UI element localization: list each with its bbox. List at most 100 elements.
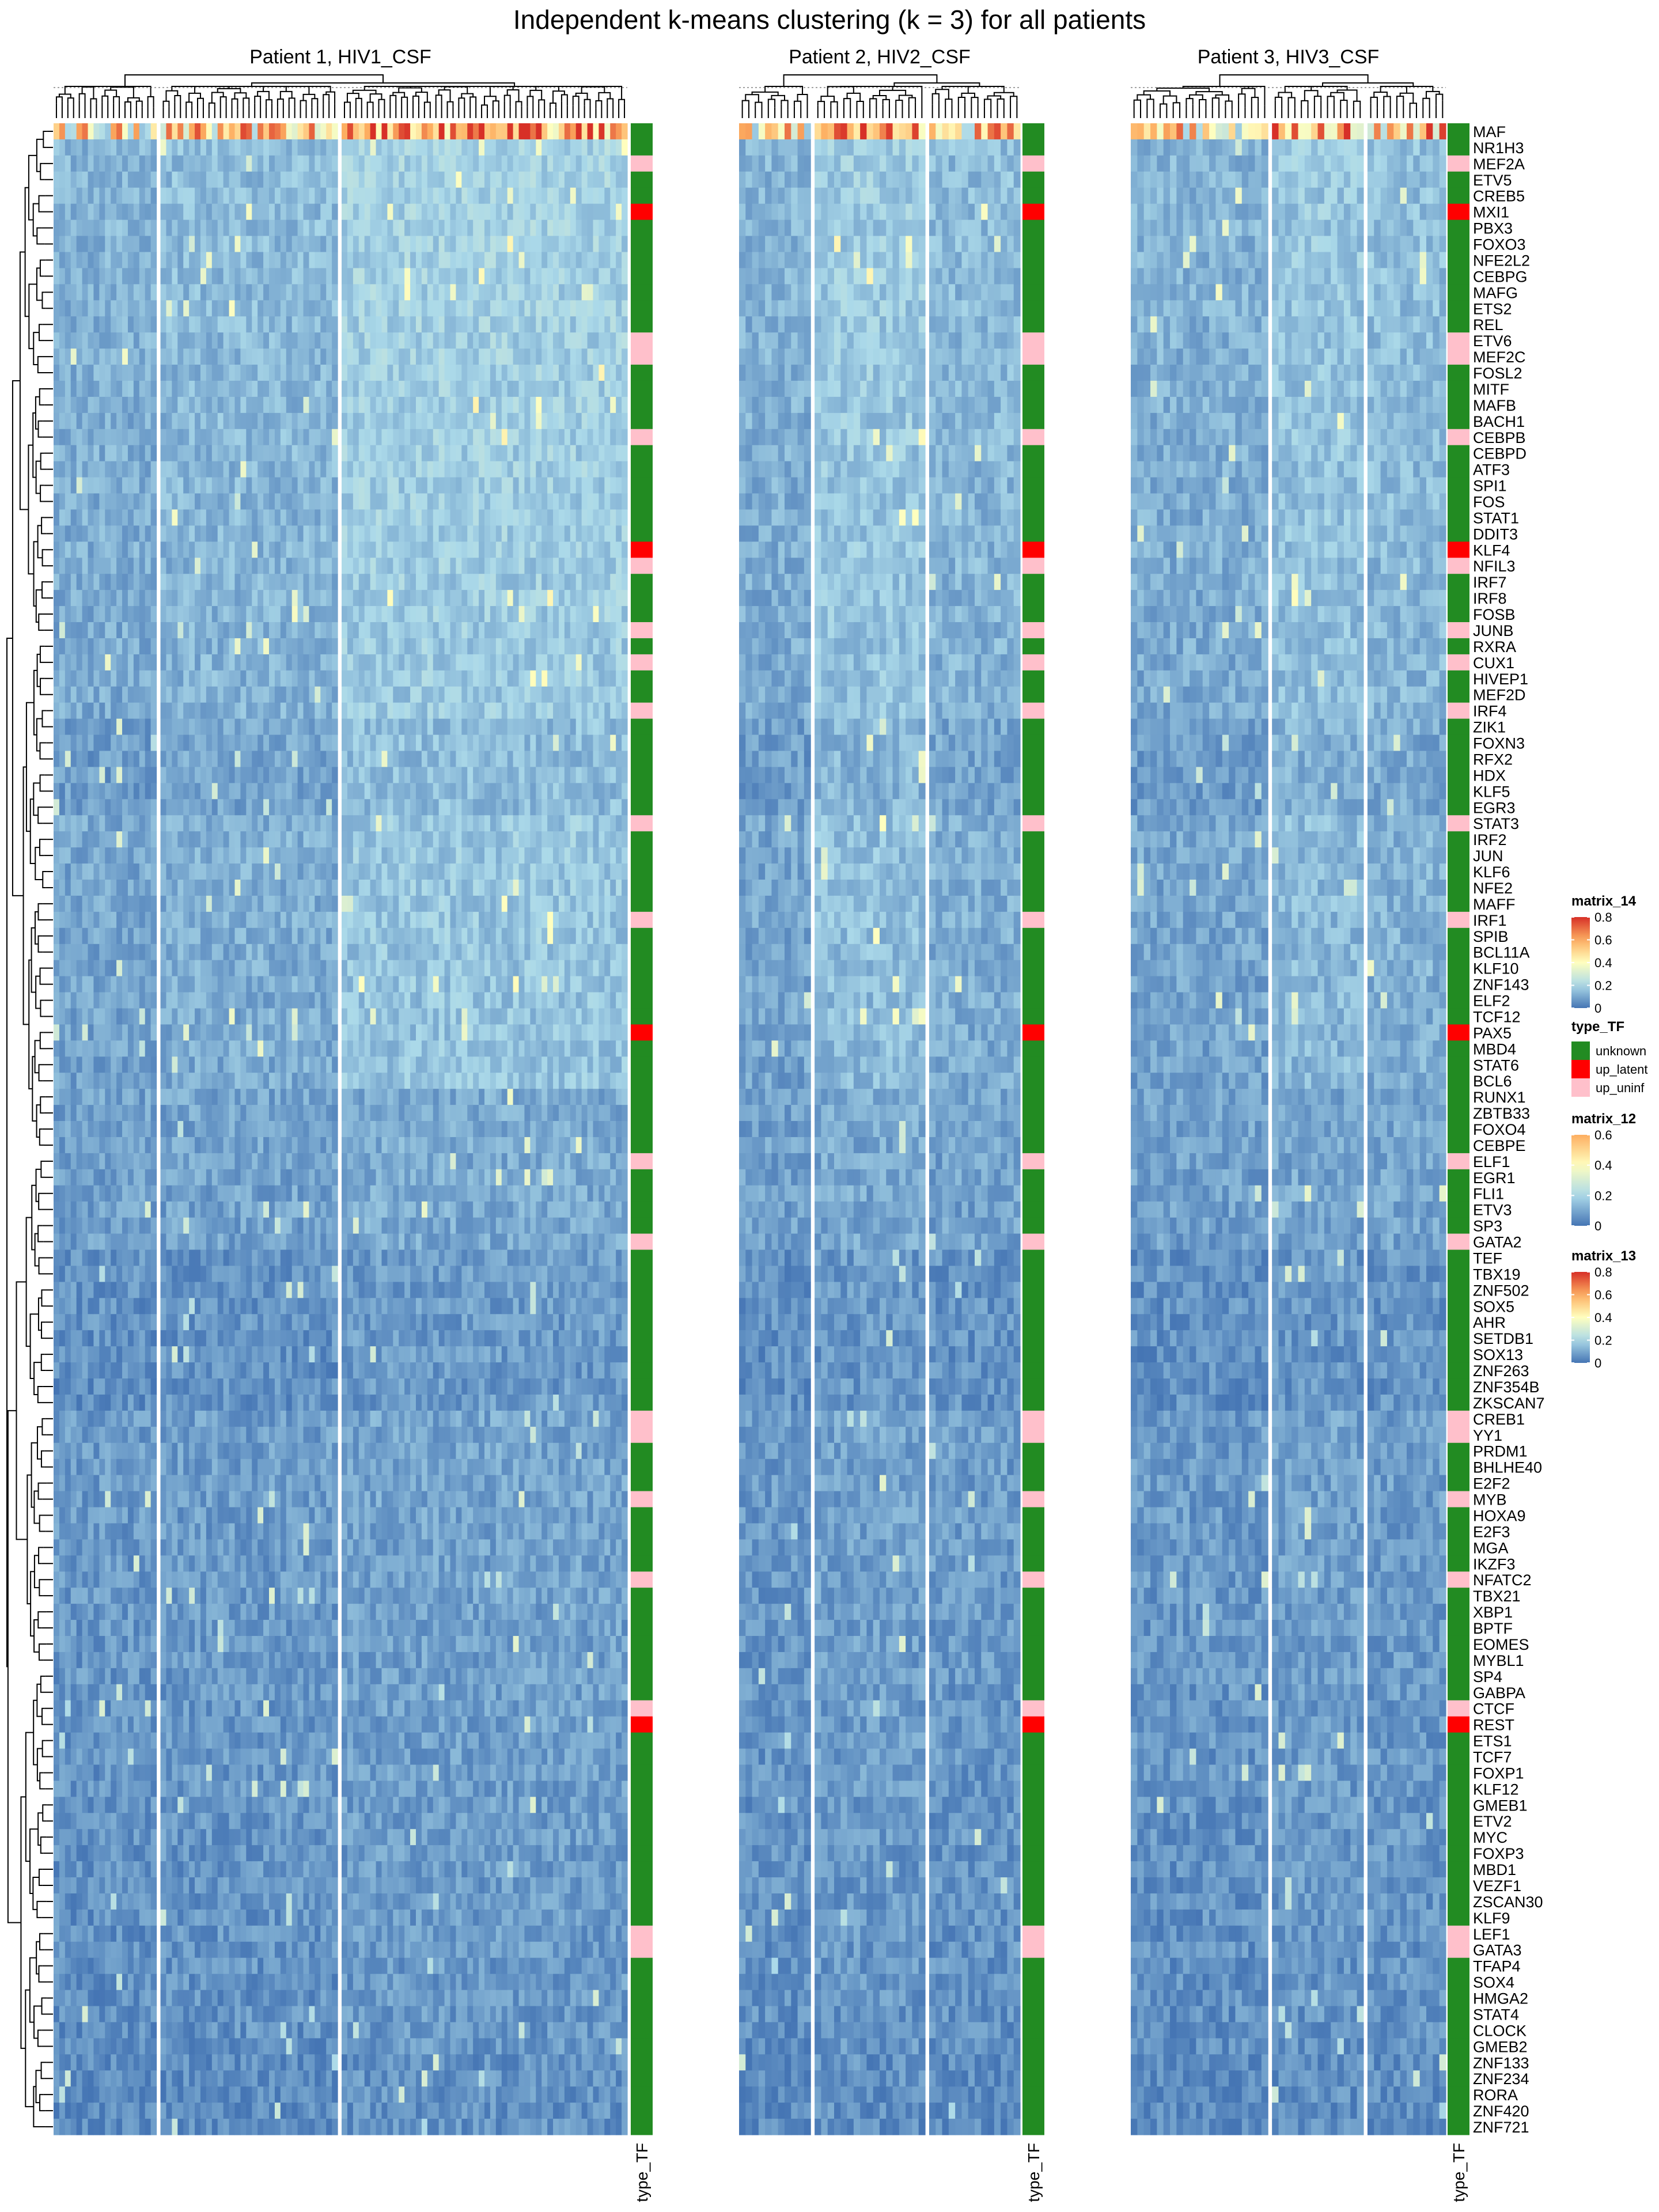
heatmap-cell [246, 1588, 252, 1604]
heatmap-cell [257, 300, 264, 317]
heatmap-cell [139, 799, 146, 816]
heatmap-cell [54, 509, 60, 526]
heatmap-cell [151, 1893, 157, 1910]
heatmap-cell [111, 1893, 117, 1910]
heatmap-cell [263, 1411, 270, 1427]
heatmap-cell [128, 381, 134, 397]
heatmap-cell [77, 461, 83, 478]
heatmap-cell [65, 1523, 71, 1540]
heatmap-cell [139, 1571, 146, 1588]
heatmap-cell [166, 1668, 172, 1685]
heatmap-cell [59, 1427, 66, 1444]
heatmap-cell [166, 252, 172, 268]
heatmap-cell [212, 1684, 218, 1701]
heatmap-cell [257, 1266, 264, 1282]
heatmap-cell [105, 831, 111, 848]
heatmap-cell [93, 252, 100, 268]
heatmap-cell [99, 429, 105, 446]
heatmap-cell [59, 783, 66, 800]
heatmap-cell [145, 204, 151, 221]
heatmap-cell [122, 1523, 128, 1540]
heatmap-cell [234, 541, 241, 558]
heatmap-cell [71, 429, 77, 446]
heatmap-cell [116, 767, 123, 783]
heatmap-cell [177, 1813, 184, 1830]
heatmap-cell [116, 2070, 123, 2087]
heatmap-cell [161, 525, 167, 542]
heatmap-cell [99, 1475, 105, 1492]
heatmap-cell [93, 1990, 100, 2007]
heatmap-cell [99, 2038, 105, 2055]
heatmap-cell [139, 1475, 146, 1492]
heatmap-cell [177, 1218, 184, 1234]
heatmap-cell [252, 558, 258, 574]
heatmap-cell [139, 525, 146, 542]
heatmap-cell [246, 896, 252, 912]
heatmap-cell [229, 1733, 236, 1749]
heatmap-cell [65, 429, 71, 446]
heatmap-cell [218, 300, 224, 317]
heatmap-cell [200, 574, 207, 590]
heatmap-cell [88, 2022, 94, 2039]
heatmap-cell [172, 172, 178, 188]
heatmap-cell [151, 590, 157, 607]
heatmap-cell [54, 831, 60, 848]
heatmap-cell [257, 1620, 264, 1637]
heatmap-cell [224, 1555, 230, 1572]
heatmap-cell [229, 1105, 236, 1122]
heatmap-cell [54, 1298, 60, 1315]
heatmap-cell [139, 976, 146, 993]
heatmap-cell [177, 1298, 184, 1315]
heatmap-cell [122, 284, 128, 301]
heatmap-cell [111, 349, 117, 365]
heatmap-cell [200, 478, 207, 494]
heatmap-cell [263, 252, 270, 268]
heatmap-cell [212, 1362, 218, 1379]
heatmap-cell [59, 1910, 66, 1926]
heatmap-cell [206, 1008, 213, 1025]
heatmap-cell [71, 139, 77, 156]
heatmap-cell [189, 638, 195, 655]
heatmap-cell [234, 1137, 241, 1154]
heatmap-cell [224, 1362, 230, 1379]
heatmap-cell [139, 863, 146, 880]
heatmap-cell [240, 719, 247, 736]
heatmap-cell [281, 799, 287, 816]
heatmap-cell [246, 863, 252, 880]
heatmap-cell [212, 1781, 218, 1797]
heatmap-cell [122, 1250, 128, 1267]
heatmap-cell [177, 1105, 184, 1122]
heatmap-cell [172, 1958, 178, 1975]
heatmap-cell [275, 1475, 281, 1492]
heatmap-cell [128, 558, 134, 574]
heatmap-cell [59, 1314, 66, 1331]
heatmap-cell [166, 1056, 172, 1073]
heatmap-cell [111, 1073, 117, 1089]
heatmap-cell [183, 365, 190, 381]
heatmap-cell [263, 1475, 270, 1492]
heatmap-cell [183, 1588, 190, 1604]
heatmap-cell [263, 1829, 270, 1846]
heatmap-cell [252, 2006, 258, 2023]
heatmap-cell [54, 2086, 60, 2103]
heatmap-cell [105, 1185, 111, 1202]
heatmap-cell [269, 1717, 275, 1733]
heatmap-cell [166, 1266, 172, 1282]
heatmap-cell [134, 172, 140, 188]
heatmap-cell [224, 1024, 230, 1041]
heatmap-cell [269, 558, 275, 574]
heatmap-cell [281, 1797, 287, 1813]
heatmap-cell [139, 2086, 146, 2103]
heatmap-cell [82, 1395, 89, 1411]
heatmap-cell [269, 1684, 275, 1701]
heatmap-cell [82, 1137, 89, 1154]
heatmap-cell [281, 1105, 287, 1122]
heatmap-cell [161, 2103, 167, 2119]
heatmap-cell [82, 365, 89, 381]
heatmap-cell [139, 1733, 146, 1749]
heatmap-cell [82, 1571, 89, 1588]
heatmap-cell [183, 300, 190, 317]
heatmap-cell [65, 1733, 71, 1749]
heatmap-cell [82, 558, 89, 574]
heatmap-cell [206, 960, 213, 977]
